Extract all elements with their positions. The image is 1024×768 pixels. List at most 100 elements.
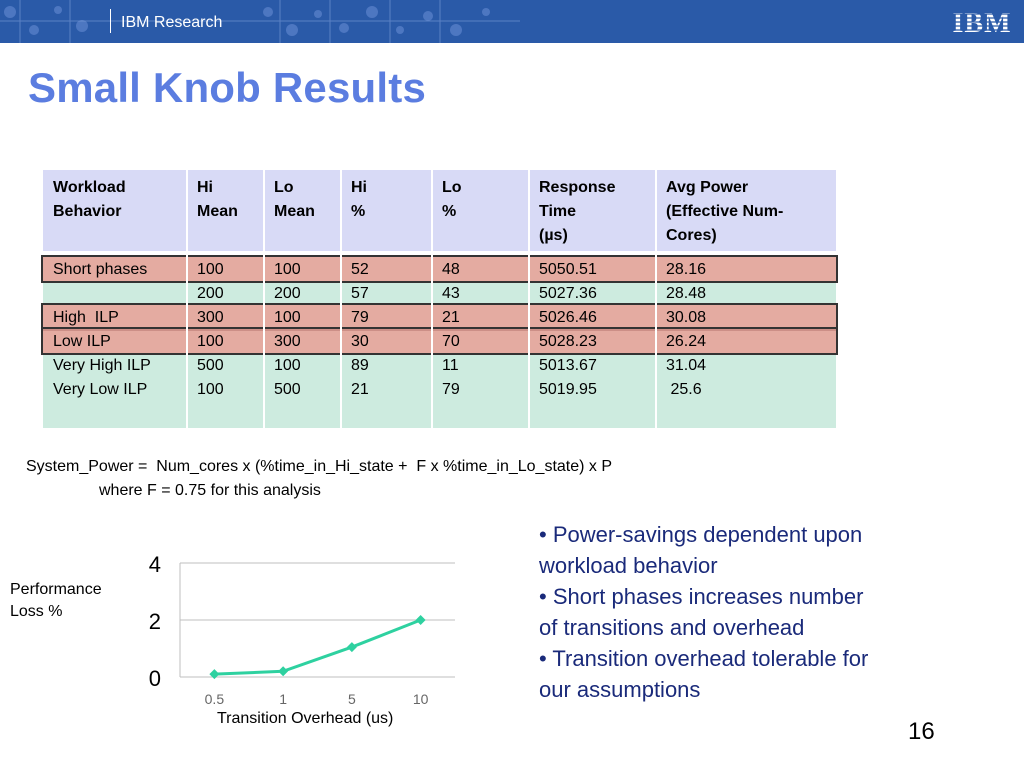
- ibm-logo-icon: IBM: [946, 8, 1018, 37]
- chart-x-label: Transition Overhead (us): [217, 710, 394, 727]
- table-cell: 5028.23: [539, 333, 597, 350]
- header-cell: Mean: [274, 203, 315, 220]
- table-cell: 30: [351, 333, 369, 350]
- banner-divider: [110, 9, 111, 33]
- column-separator: [431, 255, 433, 428]
- column-separator: [263, 255, 265, 428]
- page-number: 16: [908, 718, 935, 745]
- header-cell: Lo: [274, 179, 294, 196]
- header-banner: IBM Research IBM: [0, 0, 1024, 43]
- table-cell: 100: [197, 261, 224, 278]
- table-cell: Very Low ILP: [53, 381, 148, 398]
- x-tick-label: 1: [279, 691, 287, 705]
- data-point: [209, 669, 220, 680]
- table-cell: 5027.36: [539, 285, 597, 302]
- bullet-list: • Power-savings dependent upon workload …: [539, 519, 879, 705]
- system-power-formula: System_Power = Num_cores x (%time_in_Hi_…: [26, 458, 613, 475]
- column-separator: [655, 255, 657, 428]
- highlight-box: [41, 327, 838, 355]
- header-cell: %: [442, 203, 457, 220]
- header-cell: Hi: [197, 179, 213, 196]
- header-cell: (Effective Num-: [666, 203, 784, 220]
- org-name: IBM Research: [121, 14, 223, 31]
- table-cell: 100: [274, 261, 301, 278]
- table-cell: Low ILP: [53, 333, 111, 350]
- header-cell: Time: [539, 203, 577, 220]
- table-cell: 52: [351, 261, 369, 278]
- highlight-box: [41, 255, 838, 283]
- column-separator: [528, 170, 530, 251]
- header-cell: Avg Power: [666, 179, 749, 196]
- table-cell: 300: [197, 309, 224, 326]
- y-tick-label: 2: [149, 609, 161, 634]
- bullet-item: • Short phases increases number of trans…: [539, 584, 864, 640]
- table-cell: 5026.46: [539, 309, 597, 326]
- header-cell: Hi: [351, 179, 367, 196]
- header-cell: Cores): [666, 227, 717, 244]
- table-cell: 100: [274, 357, 301, 374]
- table-cell: 79: [442, 381, 460, 398]
- table-cell: 48: [442, 261, 460, 278]
- table-cell: 500: [274, 381, 301, 398]
- table-cell: 5050.51: [539, 261, 597, 278]
- table-cell: 500: [197, 357, 224, 374]
- table-cell: 5019.95: [539, 381, 597, 398]
- bullet-item: • Transition overhead tolerable for our …: [539, 646, 869, 702]
- header-cell: (µs): [539, 227, 568, 244]
- x-tick-label: 5: [348, 691, 356, 705]
- slide-title: Small Knob Results: [28, 64, 427, 111]
- table-header-bg: [43, 170, 836, 251]
- bullet-item: • Power-savings dependent upon workload …: [539, 522, 863, 578]
- header-cell: %: [351, 203, 366, 220]
- table-cell: 30.08: [666, 309, 707, 326]
- network-pattern-icon: [0, 0, 520, 43]
- column-separator: [186, 255, 188, 428]
- header-cell: Mean: [197, 203, 238, 220]
- y-tick-label: 4: [149, 552, 161, 577]
- table-cell: 28.16: [666, 261, 707, 278]
- chart-y-label: Performance Loss %: [10, 579, 130, 623]
- table-cell: Short phases: [53, 261, 148, 278]
- data-point: [415, 615, 426, 625]
- table-cell: High ILP: [53, 309, 119, 326]
- table-cell: 300: [274, 333, 301, 350]
- column-separator: [655, 170, 657, 251]
- table-cell: 21: [351, 381, 369, 398]
- table-cell: 100: [197, 381, 224, 398]
- table-cell: 43: [442, 285, 460, 302]
- table-cell: 28.48: [666, 285, 707, 302]
- data-point: [346, 642, 357, 653]
- series-line: [214, 618, 422, 676]
- table-cell: 21: [442, 309, 460, 326]
- column-separator: [186, 170, 188, 251]
- table-cell: 11: [442, 357, 459, 374]
- column-separator: [528, 255, 530, 428]
- table-cell: 100: [197, 333, 224, 350]
- column-separator: [431, 170, 433, 251]
- header-cell: Lo: [442, 179, 462, 196]
- table-cell: 70: [442, 333, 460, 350]
- table-cell: 25.6: [666, 381, 702, 398]
- table-cell: 89: [351, 357, 369, 374]
- header-cell: Behavior: [53, 203, 122, 220]
- table-cell: 200: [197, 285, 224, 302]
- table-cell: 57: [351, 285, 369, 302]
- table-cell: 26.24: [666, 333, 707, 350]
- column-separator: [340, 255, 342, 428]
- column-separator: [263, 170, 265, 251]
- header-cell: Response: [539, 179, 616, 196]
- table-cell: 79: [351, 309, 369, 326]
- y-tick-label: 0: [149, 666, 161, 691]
- table-cell: 100: [274, 309, 301, 326]
- table-cell: 5013.67: [539, 357, 597, 374]
- y-label-text: Performance Loss %: [10, 581, 102, 620]
- x-tick-label: 10: [413, 691, 429, 705]
- column-separator: [340, 170, 342, 251]
- header-cell: Workload: [53, 179, 126, 196]
- table-cell: 31.04: [666, 357, 707, 374]
- table-cell: Very High ILP: [53, 357, 151, 374]
- formula-note: where F = 0.75 for this analysis: [99, 482, 321, 499]
- performance-chart: 0 2 4 0.5 1 5 10: [149, 552, 455, 705]
- data-point: [278, 666, 289, 677]
- table-cell: 200: [274, 285, 301, 302]
